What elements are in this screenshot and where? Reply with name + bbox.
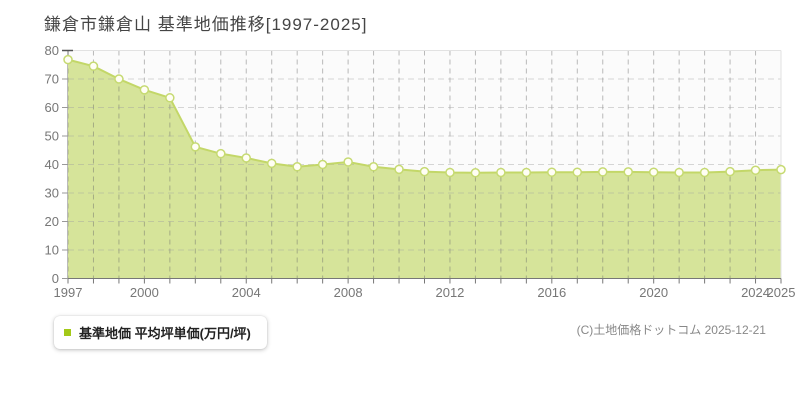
data-point-marker (648, 167, 659, 177)
data-point-marker (496, 167, 506, 178)
x-tick-label: 2012 (435, 285, 464, 300)
data-point-marker (725, 166, 735, 177)
legend-marker-square (64, 329, 71, 336)
data-point-marker (216, 148, 226, 159)
x-tick-label: 1997 (54, 285, 83, 300)
data-point-marker (292, 162, 302, 172)
data-point-marker (419, 166, 430, 177)
copyright-text: (C)土地価格ドットコム 2025-12-21 (576, 323, 766, 337)
x-tick-label: 2000 (130, 285, 159, 300)
legend-label: 基準地価 平均坪単価(万円/坪) (79, 326, 251, 341)
data-point-marker (572, 167, 583, 177)
y-tick-label: 30 (45, 186, 59, 201)
data-point-marker (114, 74, 124, 84)
data-point-marker (343, 157, 353, 167)
y-tick-label: 80 (45, 43, 59, 58)
data-point-marker (750, 165, 761, 175)
data-point-marker (317, 159, 328, 170)
data-point-marker (445, 167, 455, 178)
data-point-marker (598, 167, 608, 177)
y-tick-label: 10 (45, 243, 59, 258)
x-tick-label: 2020 (639, 285, 668, 300)
data-point-marker (241, 153, 251, 163)
area-fill (68, 59, 781, 279)
y-tick-label: 70 (45, 72, 59, 87)
data-point-marker (266, 158, 277, 169)
data-point-marker (165, 93, 175, 103)
y-tick-label: 60 (45, 100, 59, 115)
data-point-marker (547, 167, 557, 177)
y-tick-label: 50 (45, 129, 59, 144)
data-point-marker (63, 54, 73, 65)
data-point-marker (368, 162, 379, 172)
data-point-marker (394, 164, 404, 175)
data-point-marker (139, 85, 150, 95)
data-point-marker (674, 167, 684, 178)
y-tick-label: 40 (45, 157, 59, 172)
y-tick-label: 20 (45, 214, 59, 229)
data-point-marker (88, 61, 99, 71)
x-tick-label: 2004 (232, 285, 261, 300)
x-tick-label: 2008 (334, 285, 363, 300)
data-point-marker (190, 142, 201, 152)
x-tick-label: 2024 (741, 285, 770, 300)
data-point-marker (699, 167, 710, 178)
legend: 基準地価 平均坪単価(万円/坪) (54, 316, 267, 349)
data-point-marker (623, 167, 633, 177)
data-point-marker (776, 164, 786, 175)
data-point-marker (521, 167, 532, 178)
x-tick-label: 2016 (537, 285, 566, 300)
y-tick-label: 0 (52, 271, 59, 286)
chart-title: 鎌倉市鎌倉山 基準地価推移[1997-2025] (44, 15, 368, 34)
data-point-marker (470, 168, 481, 178)
x-tick-label: 2025 (767, 285, 796, 300)
